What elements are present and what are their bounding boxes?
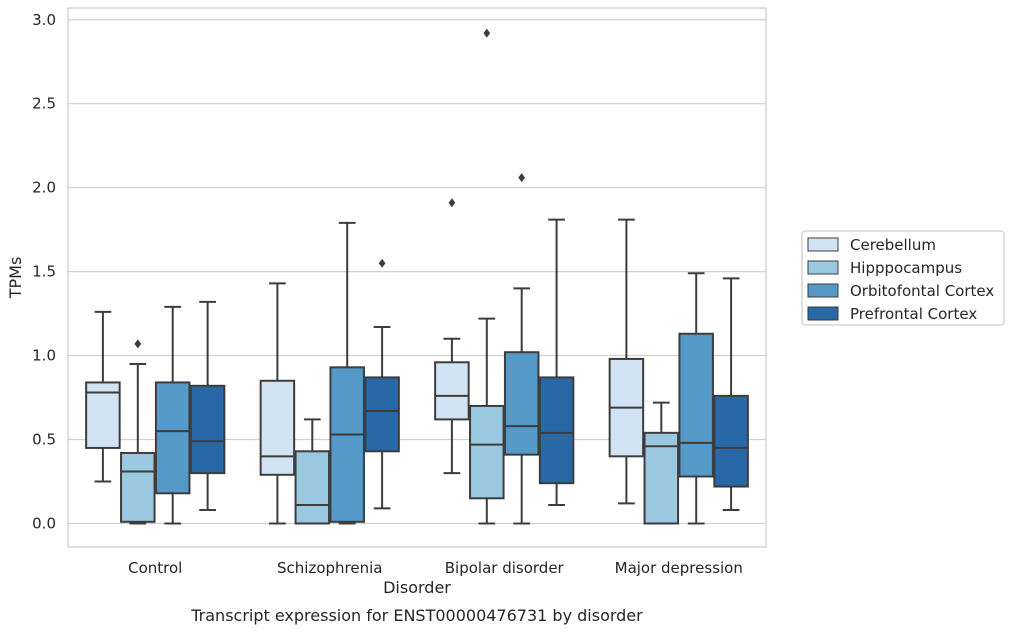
x-tick-label: Schizophrenia [277,559,382,577]
outlier-point [134,339,142,349]
box [259,379,296,476]
box-group [434,28,575,525]
legend-label: Cerebellum [850,236,936,254]
box [643,431,680,525]
y-tick-label: 3.0 [32,11,56,29]
box-group [85,300,226,525]
box-group [259,221,400,525]
legend-frame [801,230,1005,326]
legend: Cerebellum Hipppocampus Orbitofontal Corte… [801,230,1005,326]
box [120,451,156,523]
y-axis-ticks: 0.0 0.5 1.0 1.5 2.0 2.5 3.0 [32,11,56,533]
box-group [608,218,749,525]
outlier-point [448,198,456,208]
box-groups [85,28,749,525]
box [713,394,749,488]
box [294,450,331,525]
y-tick-label: 0.5 [32,431,56,449]
x-tick-label: Control [128,559,182,577]
y-axis-label: TPMs [6,257,25,300]
y-tick-label: 1.0 [32,347,56,365]
legend-swatch [807,237,839,252]
x-axis-ticks: Control Schizophrenia Bipolar disorder Majo… [128,559,743,577]
box [329,366,365,523]
box [503,351,540,456]
y-tick-label: 2.0 [32,179,56,197]
box [469,404,505,500]
legend-label: Prefrontal Cortex [850,305,977,323]
y-tick-label: 1.5 [32,263,56,281]
legend-label: Orbitofontal Cortex [850,282,994,300]
legend-swatch [807,283,839,298]
outlier-point [483,28,491,38]
box [154,381,191,495]
plot-frame [67,7,767,548]
y-tick-label: 0.0 [32,514,56,532]
x-tick-label: Bipolar disorder [445,559,565,577]
box [189,384,226,475]
legend-swatch [807,260,839,275]
y-tick-label: 2.5 [32,95,56,113]
legend-swatch [807,306,839,321]
outlier-point [518,173,526,183]
x-tick-label: Major depression [615,559,743,577]
box [678,332,714,478]
box [538,376,575,485]
outlier-point [378,258,386,268]
legend-label: Hipppocampus [850,259,962,277]
box [364,376,400,453]
x-axis-label: Disorder [383,578,451,597]
figure-caption: Transcript expression for ENST0000047673… [190,606,643,625]
box [434,361,470,421]
